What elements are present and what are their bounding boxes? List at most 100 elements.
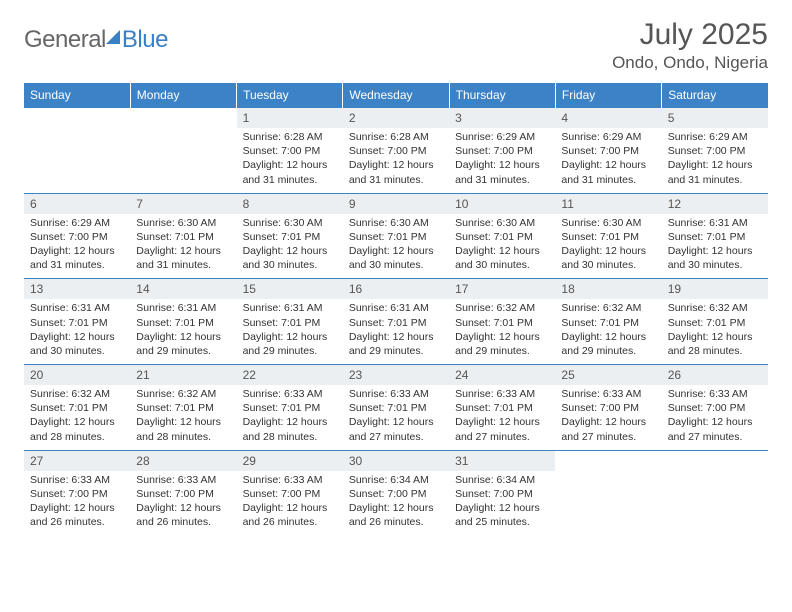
day-number: 31 <box>449 451 555 471</box>
calendar-week-row: 6Sunrise: 6:29 AMSunset: 7:00 PMDaylight… <box>24 193 768 279</box>
sunrise-line: Sunrise: 6:29 AM <box>668 130 762 144</box>
day-number: 24 <box>449 365 555 385</box>
day-details: Sunrise: 6:32 AMSunset: 7:01 PMDaylight:… <box>662 299 768 364</box>
day-details: Sunrise: 6:28 AMSunset: 7:00 PMDaylight:… <box>343 128 449 193</box>
sunset-line: Sunset: 7:00 PM <box>668 401 762 415</box>
day-details: Sunrise: 6:31 AMSunset: 7:01 PMDaylight:… <box>24 299 130 364</box>
day-details: Sunrise: 6:32 AMSunset: 7:01 PMDaylight:… <box>449 299 555 364</box>
sunrise-line: Sunrise: 6:28 AM <box>243 130 337 144</box>
calendar-day-cell: 29Sunrise: 6:33 AMSunset: 7:00 PMDayligh… <box>237 450 343 535</box>
day-number: 10 <box>449 194 555 214</box>
day-details: Sunrise: 6:31 AMSunset: 7:01 PMDaylight:… <box>343 299 449 364</box>
calendar-page: { "brand": {"name_gray":"General","name_… <box>0 0 792 612</box>
daylight-line: Daylight: 12 hours and 26 minutes. <box>349 501 443 529</box>
daylight-line: Daylight: 12 hours and 31 minutes. <box>455 158 549 186</box>
calendar-day-cell: 19Sunrise: 6:32 AMSunset: 7:01 PMDayligh… <box>662 279 768 365</box>
sunset-line: Sunset: 7:01 PM <box>30 401 124 415</box>
daylight-line: Daylight: 12 hours and 31 minutes. <box>668 158 762 186</box>
calendar-day-cell: 10Sunrise: 6:30 AMSunset: 7:01 PMDayligh… <box>449 193 555 279</box>
day-number: 22 <box>237 365 343 385</box>
day-number: 20 <box>24 365 130 385</box>
sunset-line: Sunset: 7:01 PM <box>455 401 549 415</box>
day-details: Sunrise: 6:31 AMSunset: 7:01 PMDaylight:… <box>237 299 343 364</box>
daylight-line: Daylight: 12 hours and 27 minutes. <box>668 415 762 443</box>
daylight-line: Daylight: 12 hours and 25 minutes. <box>455 501 549 529</box>
calendar-empty-cell <box>130 108 236 194</box>
day-number: 14 <box>130 279 236 299</box>
sunset-line: Sunset: 7:00 PM <box>243 487 337 501</box>
calendar-day-cell: 22Sunrise: 6:33 AMSunset: 7:01 PMDayligh… <box>237 365 343 451</box>
day-details: Sunrise: 6:29 AMSunset: 7:00 PMDaylight:… <box>24 214 130 279</box>
weekday-header: Tuesday <box>237 83 343 108</box>
day-details: Sunrise: 6:29 AMSunset: 7:00 PMDaylight:… <box>662 128 768 193</box>
calendar-empty-cell <box>555 450 661 535</box>
calendar-day-cell: 31Sunrise: 6:34 AMSunset: 7:00 PMDayligh… <box>449 450 555 535</box>
day-details: Sunrise: 6:33 AMSunset: 7:00 PMDaylight:… <box>130 471 236 536</box>
day-number: 5 <box>662 108 768 128</box>
daylight-line: Daylight: 12 hours and 30 minutes. <box>243 244 337 272</box>
sunrise-line: Sunrise: 6:31 AM <box>668 216 762 230</box>
calendar-day-cell: 26Sunrise: 6:33 AMSunset: 7:00 PMDayligh… <box>662 365 768 451</box>
day-details: Sunrise: 6:33 AMSunset: 7:00 PMDaylight:… <box>237 471 343 536</box>
day-details: Sunrise: 6:31 AMSunset: 7:01 PMDaylight:… <box>662 214 768 279</box>
daylight-line: Daylight: 12 hours and 28 minutes. <box>668 330 762 358</box>
day-details: Sunrise: 6:34 AMSunset: 7:00 PMDaylight:… <box>449 471 555 536</box>
sunrise-line: Sunrise: 6:34 AM <box>349 473 443 487</box>
calendar-day-cell: 15Sunrise: 6:31 AMSunset: 7:01 PMDayligh… <box>237 279 343 365</box>
day-number: 18 <box>555 279 661 299</box>
calendar-week-row: 13Sunrise: 6:31 AMSunset: 7:01 PMDayligh… <box>24 279 768 365</box>
day-number: 4 <box>555 108 661 128</box>
daylight-line: Daylight: 12 hours and 26 minutes. <box>243 501 337 529</box>
sunrise-line: Sunrise: 6:32 AM <box>561 301 655 315</box>
sunset-line: Sunset: 7:01 PM <box>30 316 124 330</box>
weekday-header: Friday <box>555 83 661 108</box>
daylight-line: Daylight: 12 hours and 27 minutes. <box>349 415 443 443</box>
calendar-day-cell: 1Sunrise: 6:28 AMSunset: 7:00 PMDaylight… <box>237 108 343 194</box>
day-number: 29 <box>237 451 343 471</box>
sunrise-line: Sunrise: 6:32 AM <box>136 387 230 401</box>
daylight-line: Daylight: 12 hours and 30 minutes. <box>30 330 124 358</box>
sunset-line: Sunset: 7:01 PM <box>349 316 443 330</box>
day-details: Sunrise: 6:32 AMSunset: 7:01 PMDaylight:… <box>24 385 130 450</box>
sunrise-line: Sunrise: 6:28 AM <box>349 130 443 144</box>
weekday-header: Sunday <box>24 83 130 108</box>
day-number: 12 <box>662 194 768 214</box>
day-number: 13 <box>24 279 130 299</box>
logo-text: General <box>24 26 106 54</box>
calendar-day-cell: 8Sunrise: 6:30 AMSunset: 7:01 PMDaylight… <box>237 193 343 279</box>
sunrise-line: Sunrise: 6:33 AM <box>243 473 337 487</box>
sunset-line: Sunset: 7:01 PM <box>561 316 655 330</box>
calendar-week-row: 27Sunrise: 6:33 AMSunset: 7:00 PMDayligh… <box>24 450 768 535</box>
day-number: 6 <box>24 194 130 214</box>
sunrise-line: Sunrise: 6:33 AM <box>668 387 762 401</box>
calendar-day-cell: 28Sunrise: 6:33 AMSunset: 7:00 PMDayligh… <box>130 450 236 535</box>
sunrise-line: Sunrise: 6:32 AM <box>668 301 762 315</box>
sunset-line: Sunset: 7:00 PM <box>455 487 549 501</box>
day-details: Sunrise: 6:33 AMSunset: 7:00 PMDaylight:… <box>555 385 661 450</box>
sunset-line: Sunset: 7:00 PM <box>243 144 337 158</box>
daylight-line: Daylight: 12 hours and 31 minutes. <box>243 158 337 186</box>
calendar-table: SundayMondayTuesdayWednesdayThursdayFrid… <box>24 83 768 535</box>
calendar-week-row: 1Sunrise: 6:28 AMSunset: 7:00 PMDaylight… <box>24 108 768 194</box>
day-number: 8 <box>237 194 343 214</box>
sunset-line: Sunset: 7:00 PM <box>561 144 655 158</box>
calendar-day-cell: 23Sunrise: 6:33 AMSunset: 7:01 PMDayligh… <box>343 365 449 451</box>
daylight-line: Daylight: 12 hours and 26 minutes. <box>30 501 124 529</box>
calendar-day-cell: 16Sunrise: 6:31 AMSunset: 7:01 PMDayligh… <box>343 279 449 365</box>
calendar-day-cell: 21Sunrise: 6:32 AMSunset: 7:01 PMDayligh… <box>130 365 236 451</box>
weekday-header: Saturday <box>662 83 768 108</box>
day-number: 15 <box>237 279 343 299</box>
day-details: Sunrise: 6:33 AMSunset: 7:01 PMDaylight:… <box>343 385 449 450</box>
day-number: 30 <box>343 451 449 471</box>
sunset-line: Sunset: 7:00 PM <box>136 487 230 501</box>
sunrise-line: Sunrise: 6:29 AM <box>561 130 655 144</box>
calendar-day-cell: 11Sunrise: 6:30 AMSunset: 7:01 PMDayligh… <box>555 193 661 279</box>
sunrise-line: Sunrise: 6:33 AM <box>136 473 230 487</box>
sunrise-line: Sunrise: 6:32 AM <box>30 387 124 401</box>
calendar-day-cell: 4Sunrise: 6:29 AMSunset: 7:00 PMDaylight… <box>555 108 661 194</box>
day-details: Sunrise: 6:30 AMSunset: 7:01 PMDaylight:… <box>343 214 449 279</box>
logo-triangle-icon <box>106 30 120 44</box>
sunrise-line: Sunrise: 6:32 AM <box>455 301 549 315</box>
daylight-line: Daylight: 12 hours and 29 minutes. <box>243 330 337 358</box>
location-subtitle: Ondo, Ondo, Nigeria <box>612 53 768 73</box>
